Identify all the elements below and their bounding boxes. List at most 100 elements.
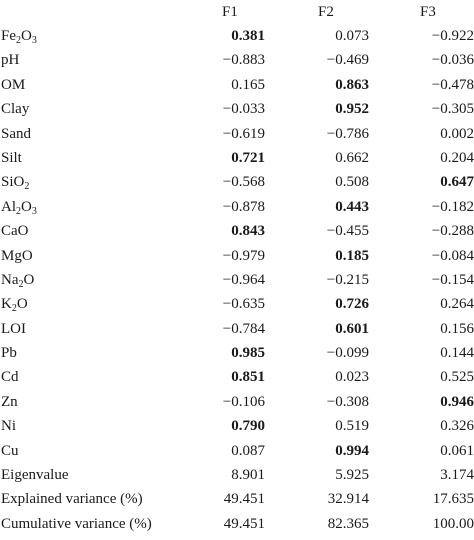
cell-f1: −0.635 — [222, 296, 265, 313]
cell-f2: 0.601 — [335, 320, 369, 337]
row-label: SiO2 — [1, 170, 29, 194]
cell-f3: 3.174 — [440, 467, 474, 484]
cell-f1: −0.784 — [222, 320, 265, 337]
row-label: Clay — [1, 97, 29, 121]
cell-f1: −0.619 — [222, 125, 265, 142]
cell-f2: 0.073 — [335, 28, 369, 44]
row-label: Zn — [1, 390, 18, 414]
cell-f3: −0.084 — [431, 247, 474, 264]
cell-f1: −0.964 — [222, 271, 265, 288]
cell-f3: −0.478 — [431, 76, 474, 93]
label-text: Eigenvalue — [1, 467, 69, 484]
table-row: Zn −0.106 −0.308 0.946 — [0, 390, 474, 414]
cell-f3: −0.922 — [431, 28, 474, 44]
cell-f3: −0.305 — [431, 101, 474, 118]
label-text: Ni — [1, 418, 16, 435]
cell-f2: 0.519 — [335, 418, 369, 435]
cell-f3: 0.061 — [440, 442, 474, 459]
cell-f1: −0.568 — [222, 174, 265, 191]
table-row: OM 0.165 0.863 −0.478 — [0, 73, 474, 97]
label-text: pH — [1, 52, 20, 69]
cell-f2: −0.786 — [326, 125, 369, 142]
cell-f2: −0.469 — [326, 52, 369, 69]
row-label: Silt — [1, 146, 22, 170]
row-label: Ni — [1, 414, 16, 438]
cell-f2: 0.662 — [335, 149, 369, 166]
cell-f2: 0.443 — [335, 198, 369, 215]
row-label: Al2O3 — [1, 195, 37, 219]
label-text: O — [23, 271, 35, 288]
label-text: Cd — [1, 369, 19, 386]
label-text: Fe — [1, 28, 16, 44]
table-row: Sand −0.619 −0.786 0.002 — [0, 122, 474, 146]
cell-f2: 0.863 — [335, 76, 369, 93]
row-label: Cumulative variance (%) — [1, 512, 152, 536]
cell-f2: −0.099 — [326, 345, 369, 362]
column-header-f2: F2 — [318, 4, 334, 20]
label-subscript: 2 — [18, 278, 24, 290]
cell-f1: 0.851 — [231, 369, 265, 386]
cell-f1: 49.451 — [223, 515, 265, 532]
label-text: Cu — [1, 442, 19, 459]
row-label: MgO — [1, 244, 33, 268]
cell-f2: 32.914 — [327, 491, 369, 508]
cell-f1: 0.843 — [231, 223, 265, 240]
cell-f3: −0.036 — [431, 52, 474, 69]
cell-f2: 0.994 — [335, 442, 369, 459]
label-subscript: 3 — [31, 35, 37, 46]
cell-f2: 0.952 — [335, 101, 369, 118]
label-text: Clay — [1, 101, 30, 118]
cell-f2: 5.925 — [335, 467, 369, 484]
label-text: O — [21, 198, 32, 215]
cell-f1: 0.985 — [231, 345, 265, 362]
table-row: Clay −0.033 0.952 −0.305 — [0, 97, 474, 121]
cell-f1: −0.878 — [222, 198, 265, 215]
label-text: O — [21, 28, 32, 44]
row-label: K2O — [1, 292, 28, 316]
cell-f3: 100.00 — [432, 515, 474, 532]
column-header-f3: F3 — [420, 4, 436, 20]
table-row: MgO −0.979 0.185 −0.084 — [0, 244, 474, 268]
cell-f3: 0.525 — [440, 369, 474, 386]
label-subscript: 2 — [16, 205, 21, 217]
label-text: Pb — [1, 345, 17, 362]
cell-f3: 0.946 — [440, 393, 474, 410]
table-row: Ni 0.790 0.519 0.326 — [0, 414, 474, 438]
table-row: Pb 0.985 −0.099 0.144 — [0, 341, 474, 365]
row-label: Eigenvalue — [1, 463, 68, 487]
label-text: Sand — [1, 125, 31, 142]
label-text: LOI — [1, 320, 26, 337]
cell-f2: 0.185 — [335, 247, 369, 264]
cell-f3: 0.647 — [440, 174, 474, 191]
table-row: CaO 0.843 −0.455 −0.288 — [0, 219, 474, 243]
cell-f2: −0.215 — [326, 271, 369, 288]
label-text: O — [16, 296, 28, 313]
label-text: SiO — [1, 174, 25, 191]
cell-f2: −0.455 — [326, 223, 369, 240]
label-text: OM — [1, 76, 26, 93]
row-label: Sand — [1, 122, 31, 146]
cell-f1: −0.883 — [222, 52, 265, 69]
cell-f1: −0.033 — [222, 101, 265, 118]
row-label: LOI — [1, 317, 26, 341]
table-row: Explained variance (%) 49.451 32.914 17.635 — [0, 487, 474, 511]
cell-f2: 0.023 — [335, 369, 369, 386]
label-text: Zn — [1, 393, 18, 410]
row-label: Pb — [1, 341, 17, 365]
cell-f1: 49.451 — [223, 491, 265, 508]
row-label: Explained variance (%) — [1, 487, 143, 511]
label-text: K — [1, 296, 12, 313]
label-subscript: 2 — [11, 303, 17, 315]
label-subscript: 2 — [16, 35, 21, 46]
cell-f1: 0.087 — [231, 442, 265, 459]
table-row: Fe2O3 0.381 0.073 −0.922 — [0, 24, 474, 48]
label-text: Cumulative variance (%) — [1, 515, 152, 532]
table-row: Eigenvalue 8.901 5.925 3.174 — [0, 463, 474, 487]
cell-f3: 0.144 — [440, 345, 474, 362]
row-label: OM — [1, 73, 25, 97]
row-label: Fe2O3 — [1, 24, 37, 48]
cell-f1: 8.901 — [231, 467, 265, 484]
cell-f3: 0.204 — [440, 149, 474, 166]
column-header-f1: F1 — [222, 4, 238, 20]
